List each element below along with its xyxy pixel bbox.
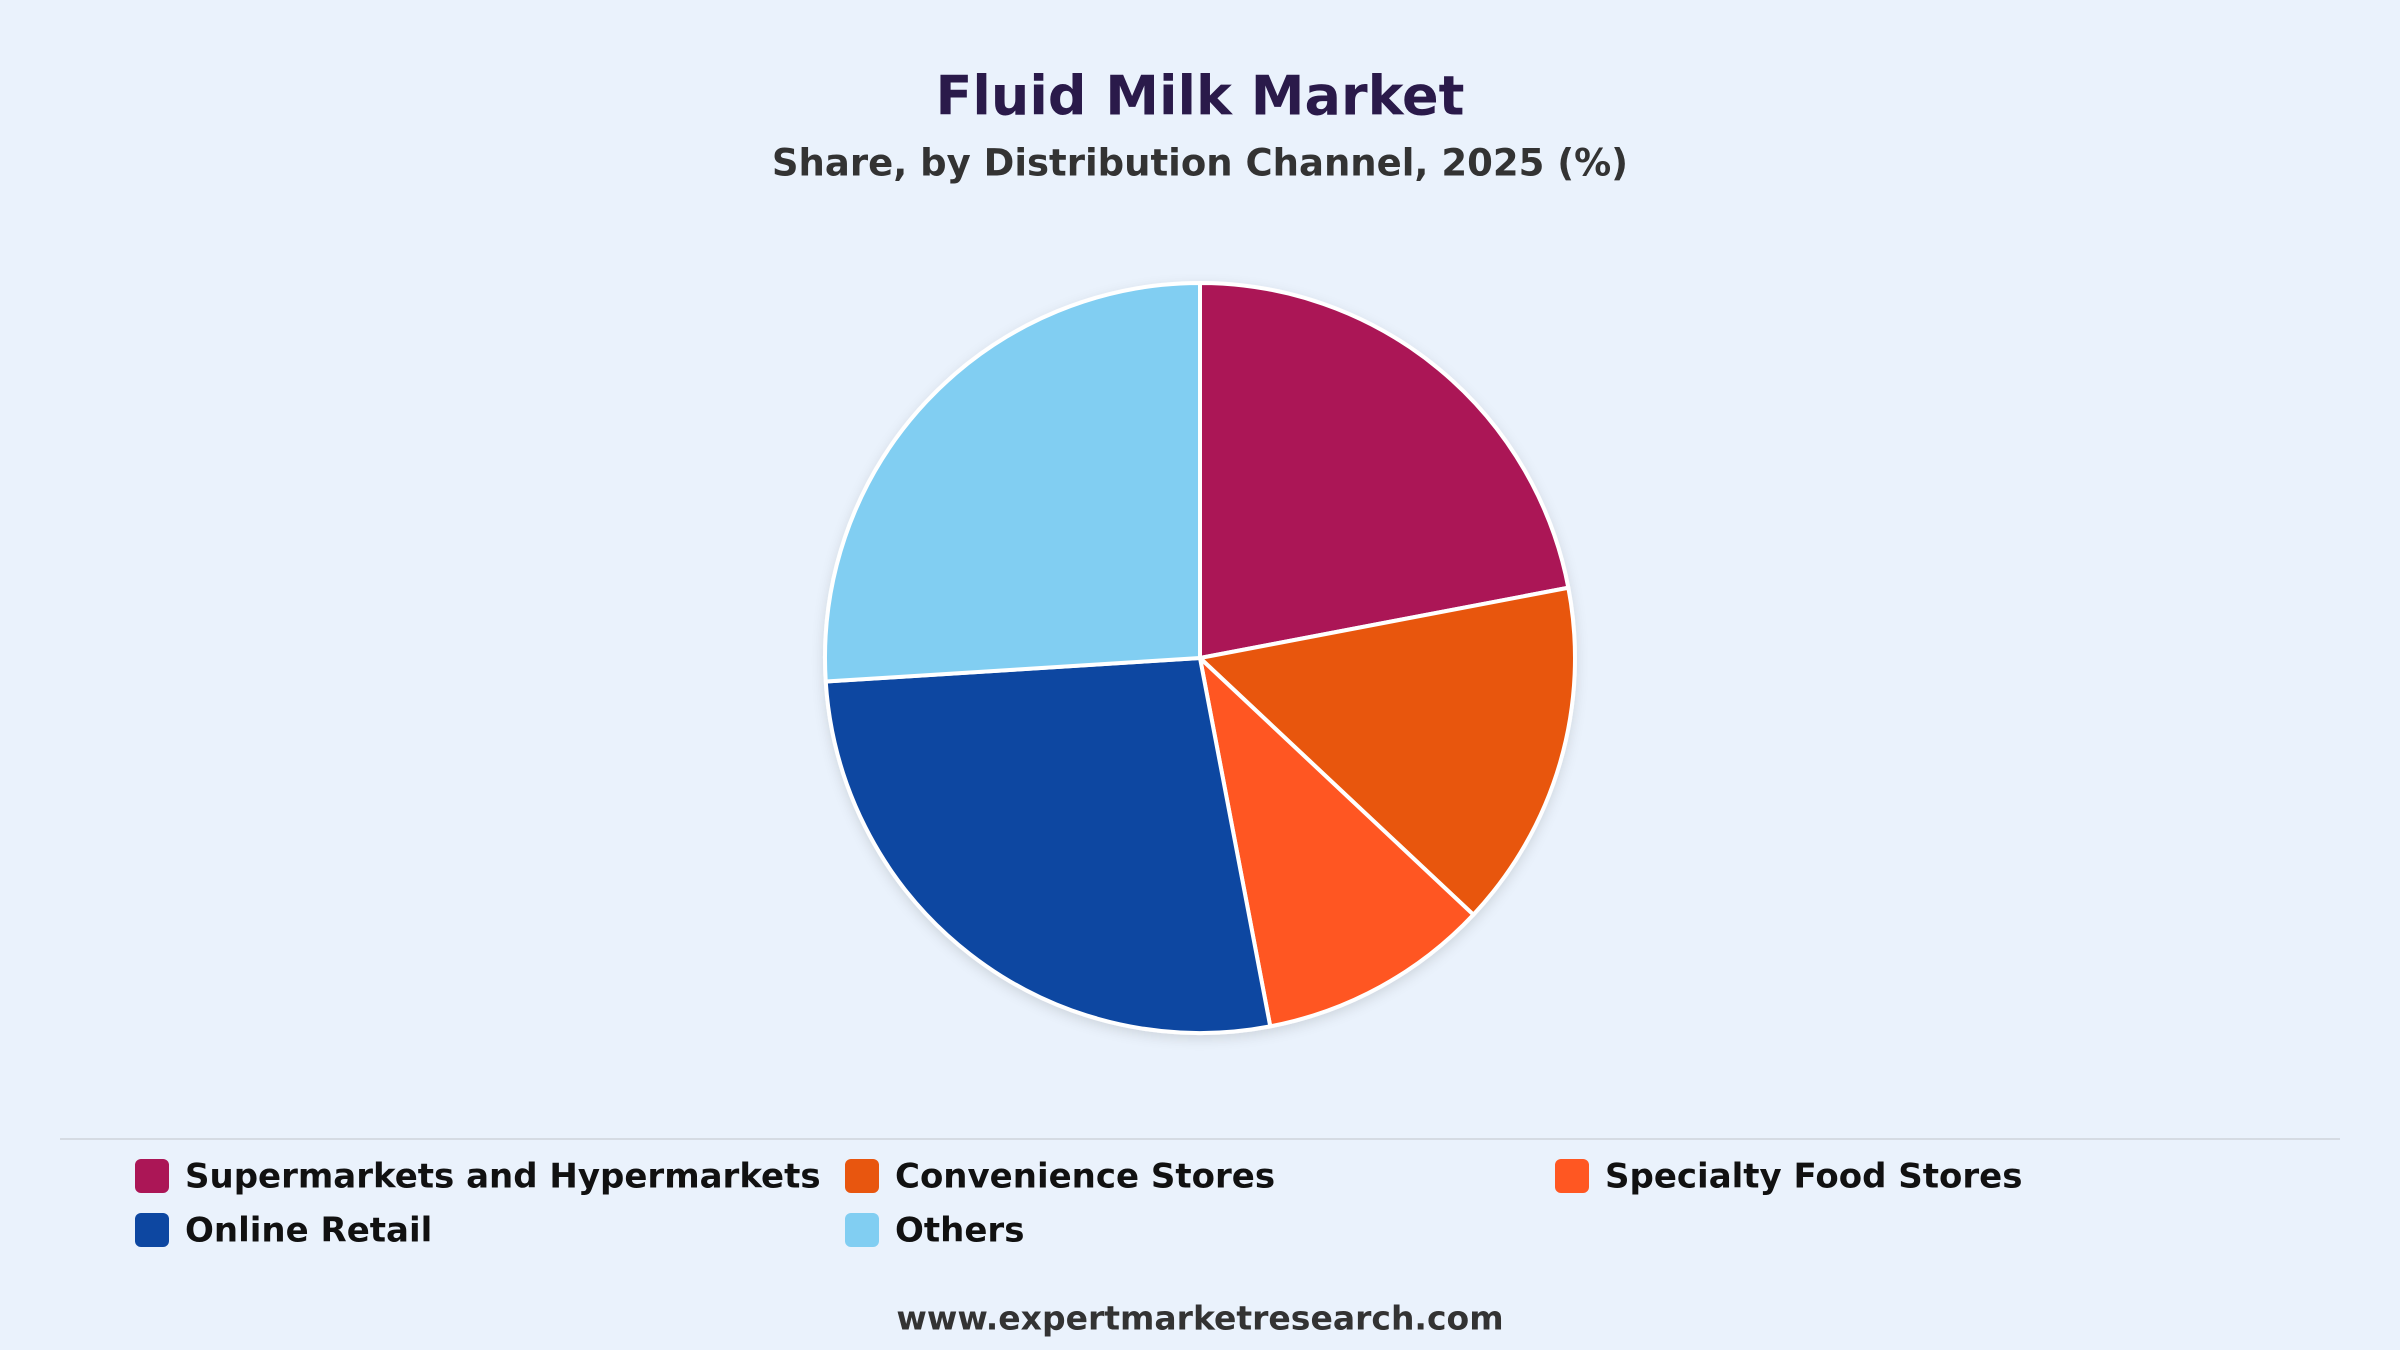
legend: Supermarkets and Hypermarkets Convenience… (135, 1157, 2022, 1251)
legend-label: Specialty Food Stores (1605, 1157, 2022, 1197)
chart-title: Fluid Milk Market (936, 65, 1465, 128)
pie-slice (823, 656, 1273, 1035)
legend-swatch (845, 1159, 879, 1193)
legend-label: Online Retail (185, 1211, 432, 1251)
pie-slice (1198, 585, 1577, 917)
legend-swatch (845, 1213, 879, 1247)
pie-slice (1198, 281, 1571, 660)
source: www.expertmarketresearch.com (896, 1299, 1503, 1338)
legend-swatch (135, 1159, 169, 1193)
pie (823, 281, 1577, 1035)
legend-label: Others (895, 1211, 1024, 1251)
legend-swatch (1555, 1159, 1589, 1193)
pie-slice (823, 281, 1202, 684)
legend-swatch (135, 1213, 169, 1247)
legend-label: Supermarkets and Hypermarkets (185, 1157, 821, 1197)
chart-subtitle: Share, by Distribution Channel, 2025 (%) (772, 142, 1628, 185)
legend-label: Convenience Stores (895, 1157, 1275, 1197)
pie-slice (1198, 656, 1476, 1029)
